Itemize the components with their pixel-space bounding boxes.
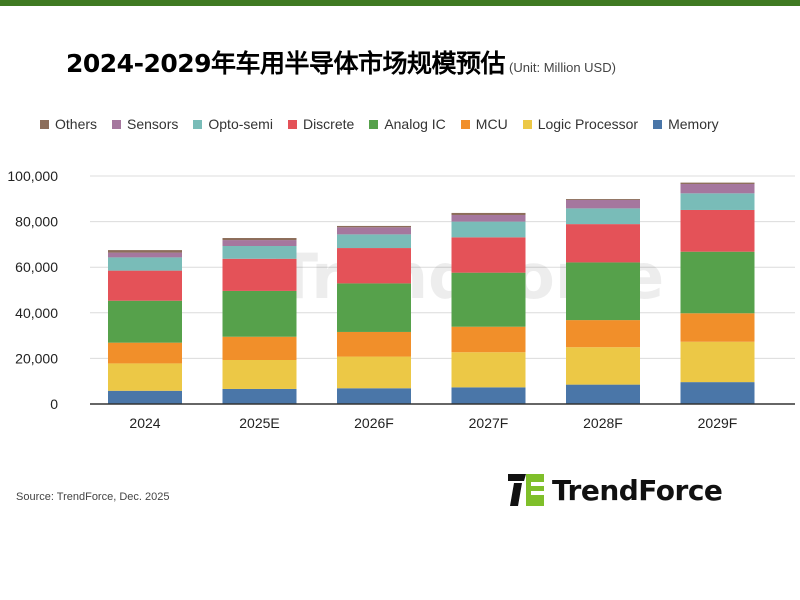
x-tick-label: 2024: [129, 415, 160, 431]
legend-item: MCU: [460, 116, 508, 132]
y-tick-label: 60,000: [15, 259, 58, 275]
y-tick-label: 80,000: [15, 214, 58, 230]
bar-segment-mcu: [566, 320, 640, 348]
trendforce-logo: TrendForce: [506, 472, 723, 508]
bar-segment-analog-ic: [451, 272, 526, 327]
legend-swatch: [40, 119, 49, 129]
bar-segment-discrete: [222, 258, 297, 291]
bar-segment-opto-semi: [680, 193, 755, 210]
legend-label: Others: [55, 116, 98, 132]
bar-segment-logic-processor: [680, 341, 755, 383]
bar-segment-opto-semi: [222, 245, 297, 259]
legend-label: MCU: [475, 116, 508, 132]
bar-segment-discrete: [337, 248, 411, 284]
legend-swatch: [193, 119, 203, 129]
y-tick-label: 0: [50, 396, 58, 412]
x-tick-label: 2029F: [698, 415, 738, 431]
legend-label: Sensors: [127, 116, 179, 132]
bar-segment-memory: [108, 390, 182, 404]
y-tick-label: 20,000: [15, 350, 58, 366]
bar-segment-sensors: [108, 252, 182, 258]
bar-segment-others: [337, 225, 411, 228]
bar-segment-discrete: [680, 209, 755, 252]
legend-swatch: [522, 119, 532, 129]
legend-item: Others: [40, 116, 97, 132]
bar-segment-memory: [337, 388, 411, 404]
bar-segment-sensors: [222, 240, 297, 246]
bar-segment-memory: [680, 382, 755, 404]
bar-segment-sensors: [566, 199, 640, 209]
bar-segment-mcu: [222, 336, 297, 360]
y-tick-label: 40,000: [15, 305, 58, 321]
x-tick-label: 2028F: [583, 415, 623, 431]
legend-item: Sensors: [112, 116, 178, 132]
bar-segment-analog-ic: [337, 283, 411, 332]
bar-segment-opto-semi: [566, 208, 640, 225]
bar-segment-memory: [451, 387, 526, 404]
x-tick-label: 2027F: [469, 415, 509, 431]
legend-swatch: [287, 119, 297, 129]
bar-segment-logic-processor: [222, 359, 297, 389]
bar-segment-others: [451, 212, 526, 215]
bar-segment-others: [222, 238, 297, 241]
legend-swatch: [112, 119, 122, 129]
bar-segment-analog-ic: [566, 262, 640, 321]
bar-segment-logic-processor: [108, 363, 182, 391]
bar-segment-opto-semi: [337, 234, 411, 249]
title-text: 2024-2029年车用半导体市场规模预估: [66, 49, 506, 78]
bar-segment-discrete: [566, 224, 640, 263]
x-tick-label: 2026F: [354, 415, 394, 431]
bar-segment-opto-semi: [451, 221, 526, 238]
x-tick-label: 2025E: [239, 415, 279, 431]
bar-segment-others: [566, 199, 640, 200]
bar-segment-sensors: [680, 183, 755, 194]
top-accent-bar: [0, 0, 800, 6]
bar-segment-logic-processor: [337, 356, 411, 389]
legend-swatch: [460, 119, 470, 129]
trendforce-logo-icon: [508, 474, 544, 506]
bar-segment-others: [108, 250, 182, 253]
bar-segment-mcu: [108, 342, 182, 364]
bar-segment-mcu: [680, 313, 755, 342]
legend-swatch: [653, 119, 663, 129]
bar-segment-memory: [566, 384, 640, 404]
bar-segment-sensors: [451, 214, 526, 222]
legend-label: Discrete: [302, 116, 355, 132]
bar-segment-others: [680, 182, 755, 184]
bar-segment-discrete: [108, 270, 182, 301]
source-note: Source: TrendForce, Dec. 2025: [16, 491, 170, 503]
legend-label: Opto-semi: [208, 116, 273, 132]
stacked-bar-chart: 020,00040,00060,00080,000100,000TrendFor…: [7, 168, 795, 431]
legend-swatch: [369, 119, 379, 129]
bar-segment-mcu: [337, 331, 411, 357]
legend-item: Logic Processor: [522, 116, 639, 132]
legend-item: Memory: [653, 116, 719, 132]
bar-segment-discrete: [451, 237, 526, 273]
legend-label: Memory: [668, 116, 719, 132]
bar-segment-mcu: [451, 326, 526, 353]
bar-segment-analog-ic: [222, 290, 297, 337]
bar-segment-logic-processor: [451, 352, 526, 388]
bar-segment-sensors: [337, 227, 411, 235]
legend-item: Discrete: [287, 116, 355, 132]
bar-segment-logic-processor: [566, 347, 640, 385]
bar-segment-analog-ic: [108, 300, 182, 343]
legend: Others Sensors Opto-semi Discrete Analog IC M…: [40, 116, 719, 132]
legend-item: Analog IC: [369, 116, 446, 132]
legend-item: Opto-semi: [193, 116, 273, 132]
bar-segment-analog-ic: [680, 251, 755, 314]
bar-segment-opto-semi: [108, 257, 182, 271]
legend-label: Analog IC: [384, 116, 446, 132]
chart-title: 2024-2029年车用半导体市场规模预估 (Unit: Million USD): [66, 44, 616, 80]
legend-label: Logic Processor: [537, 116, 639, 132]
logo-text: TrendForce: [552, 473, 723, 507]
y-tick-label: 100,000: [7, 168, 58, 184]
unit-label: (Unit: Million USD): [509, 60, 616, 75]
bar-segment-memory: [222, 388, 297, 404]
